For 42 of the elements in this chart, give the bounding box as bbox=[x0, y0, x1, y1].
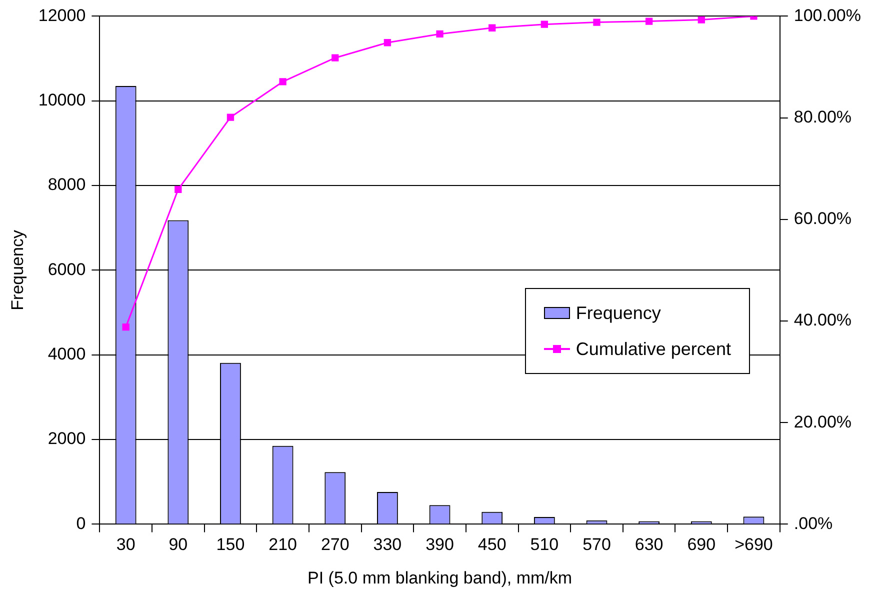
point bbox=[593, 18, 600, 26]
point bbox=[384, 39, 392, 46]
y-tick-label: 4000 bbox=[48, 344, 86, 364]
point bbox=[488, 24, 496, 32]
x-tick-label: 150 bbox=[216, 535, 245, 554]
y2-tick-label: .00% bbox=[794, 514, 833, 533]
y-tick-label: 2000 bbox=[48, 429, 86, 448]
x-axis-title: PI (5.0 mm blanking band), mm/km bbox=[308, 568, 572, 588]
point bbox=[540, 20, 548, 28]
legend-label: Frequency bbox=[576, 302, 661, 326]
point bbox=[226, 114, 234, 121]
x-tick-label: 570 bbox=[582, 535, 611, 554]
x-tick-label: 690 bbox=[687, 535, 716, 554]
y-tick-label: 6000 bbox=[48, 260, 86, 279]
y2-tick-label: 80.00% bbox=[794, 107, 852, 126]
point bbox=[122, 324, 130, 331]
x-tick-label: 270 bbox=[320, 535, 350, 554]
x-tick-label: >690 bbox=[734, 535, 773, 554]
y2-tick-label: 20.00% bbox=[794, 412, 852, 432]
y-tick-label: 12000 bbox=[38, 6, 86, 25]
y2-tick-label: 40.00% bbox=[794, 310, 852, 330]
x-tick-label: 30 bbox=[116, 535, 136, 554]
x-tick-label: 330 bbox=[373, 535, 402, 554]
x-tick-label: 510 bbox=[530, 535, 559, 554]
x-tick-label: 90 bbox=[168, 535, 188, 554]
y2-tick-label: 60.00% bbox=[794, 209, 852, 228]
y-tick-label: 0 bbox=[76, 514, 86, 533]
point bbox=[646, 18, 653, 25]
point bbox=[174, 186, 182, 194]
legend-label: Cumulative percent bbox=[576, 338, 731, 362]
y-axis-title: Frequency bbox=[8, 230, 27, 310]
x-tick-label: 390 bbox=[426, 535, 454, 554]
point bbox=[698, 16, 705, 24]
point bbox=[279, 78, 286, 86]
y2-tick-label: 100.00% bbox=[794, 6, 862, 25]
x-tick-label: 450 bbox=[478, 535, 506, 554]
point bbox=[436, 30, 444, 38]
point bbox=[332, 54, 339, 62]
y-tick-label: 10000 bbox=[38, 90, 86, 110]
x-tick-label: 210 bbox=[268, 535, 297, 554]
x-tick-label: 630 bbox=[634, 535, 664, 554]
y-tick-label: 8000 bbox=[48, 175, 86, 194]
